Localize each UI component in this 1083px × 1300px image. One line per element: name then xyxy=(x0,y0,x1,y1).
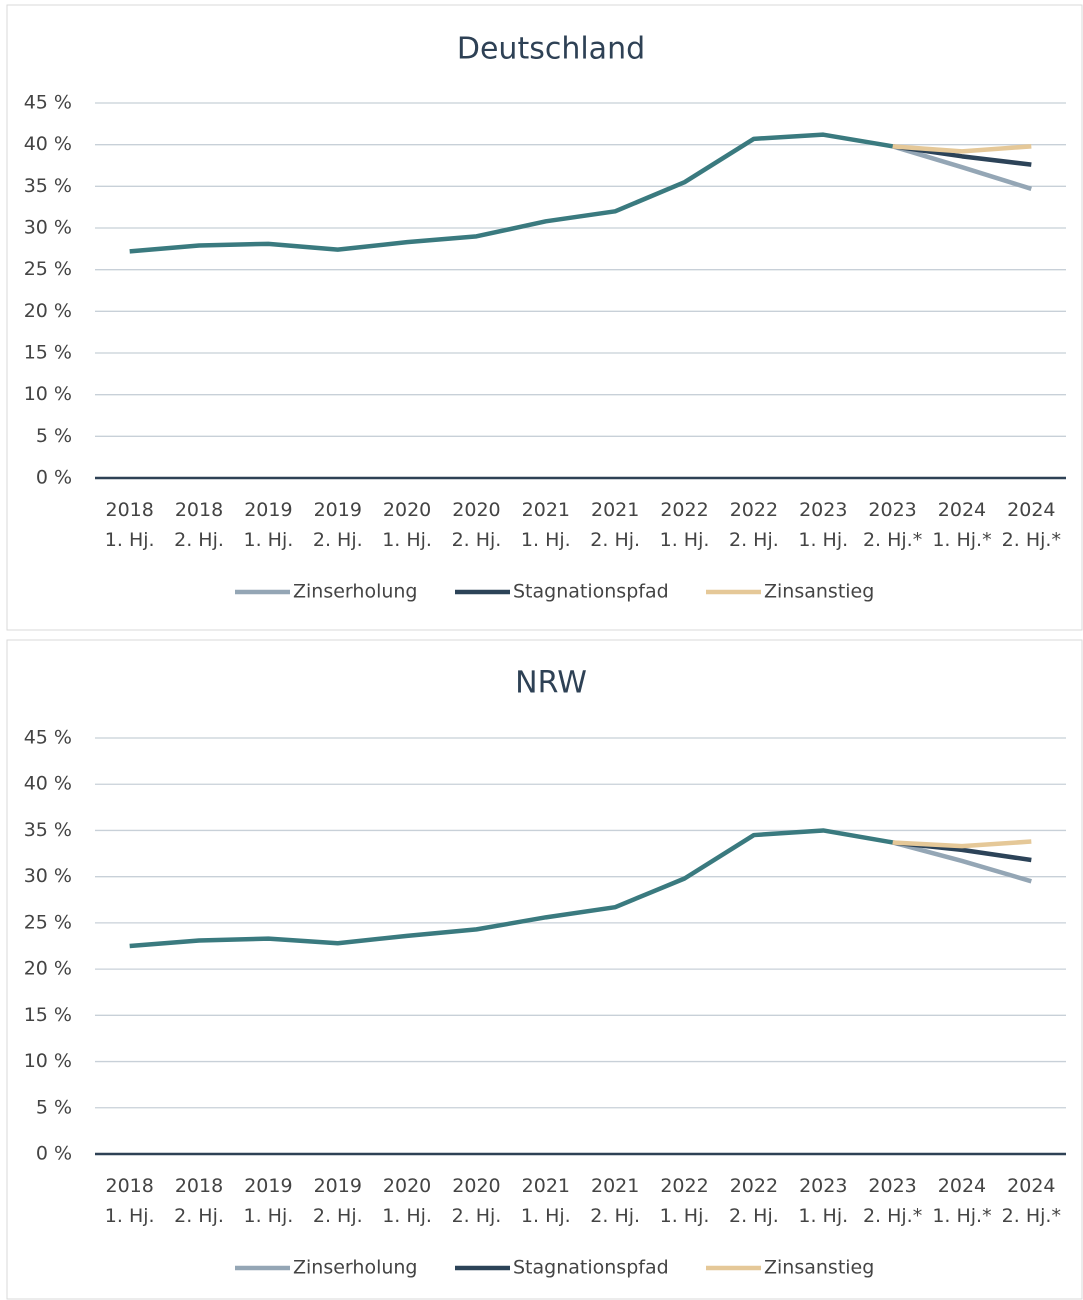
series-line xyxy=(892,839,1032,849)
x-tick-label: 2020 1. Hj. xyxy=(382,499,432,551)
y-tick-label: 35 % xyxy=(24,819,72,841)
x-tick-label: 2022 1. Hj. xyxy=(660,499,710,551)
x-tick-label: 2024 2. Hj.* xyxy=(1002,1175,1061,1227)
y-tick-label: 5 % xyxy=(36,425,72,447)
chart-title: NRW xyxy=(515,666,587,701)
legend-label: Zinsanstieg xyxy=(764,1257,874,1279)
x-tick-label: 2020 1. Hj. xyxy=(382,1175,432,1227)
y-tick-label: 25 % xyxy=(24,911,72,933)
series-line xyxy=(891,144,1032,191)
panel xyxy=(6,4,1083,631)
x-tick-label: 2021 2. Hj. xyxy=(590,499,640,551)
x-tick-label: 2023 1. Hj. xyxy=(798,1175,848,1227)
x-tick-label: 2024 2. Hj.* xyxy=(1002,499,1061,551)
x-tick-label: 2024 1. Hj.* xyxy=(932,499,991,551)
x-tick-label: 2018 1. Hj. xyxy=(105,499,155,551)
x-tick-label: 2019 1. Hj. xyxy=(244,1175,294,1227)
legend-label: Zinserholung xyxy=(293,1257,418,1279)
series-line xyxy=(892,144,1032,154)
x-tick-label: 2020 2. Hj. xyxy=(452,1175,502,1227)
series-line xyxy=(129,828,893,949)
x-tick-label: 2019 2. Hj. xyxy=(313,1175,363,1227)
y-tick-label: 20 % xyxy=(24,300,72,322)
x-tick-label: 2021 1. Hj. xyxy=(521,1175,571,1227)
x-tick-label: 2022 2. Hj. xyxy=(729,1175,779,1227)
legend-label: Stagnationspfad xyxy=(513,1257,669,1279)
y-tick-label: 0 % xyxy=(36,1143,72,1165)
y-tick-label: 30 % xyxy=(24,865,72,887)
y-tick-label: 5 % xyxy=(36,1096,72,1118)
legend-label: Zinsanstieg xyxy=(764,581,874,603)
x-tick-label: 2021 1. Hj. xyxy=(521,499,571,551)
y-tick-label: 40 % xyxy=(24,133,72,155)
x-tick-label: 2021 2. Hj. xyxy=(590,1175,640,1227)
series-line xyxy=(129,132,893,254)
y-tick-label: 35 % xyxy=(24,175,72,197)
x-tick-label: 2022 2. Hj. xyxy=(729,499,779,551)
x-tick-label: 2023 2. Hj.* xyxy=(863,1175,922,1227)
series-line xyxy=(892,840,1032,884)
x-tick-label: 2024 1. Hj.* xyxy=(932,1175,991,1227)
legend-label: Stagnationspfad xyxy=(513,581,669,603)
x-tick-label: 2023 1. Hj. xyxy=(798,499,848,551)
x-tick-label: 2018 2. Hj. xyxy=(174,499,224,551)
y-tick-label: 25 % xyxy=(24,258,72,280)
x-tick-label: 2022 1. Hj. xyxy=(660,1175,710,1227)
y-tick-label: 20 % xyxy=(24,958,72,980)
y-tick-label: 0 % xyxy=(36,467,72,489)
x-tick-label: 2020 2. Hj. xyxy=(452,499,502,551)
y-tick-label: 40 % xyxy=(24,773,72,795)
y-tick-label: 30 % xyxy=(24,217,72,239)
chart-title: Deutschland xyxy=(457,32,645,67)
y-tick-label: 10 % xyxy=(24,1050,72,1072)
x-tick-label: 2019 2. Hj. xyxy=(313,499,363,551)
x-tick-label: 2018 2. Hj. xyxy=(174,1175,224,1227)
y-tick-label: 15 % xyxy=(24,1004,72,1026)
legend-label: Zinserholung xyxy=(293,581,418,603)
y-tick-label: 15 % xyxy=(24,342,72,364)
y-tick-label: 45 % xyxy=(24,92,72,114)
x-tick-label: 2019 1. Hj. xyxy=(244,499,294,551)
x-tick-label: 2023 2. Hj.* xyxy=(863,499,922,551)
x-tick-label: 2018 1. Hj. xyxy=(105,1175,155,1227)
y-tick-label: 10 % xyxy=(24,383,72,405)
y-tick-label: 45 % xyxy=(24,727,72,749)
